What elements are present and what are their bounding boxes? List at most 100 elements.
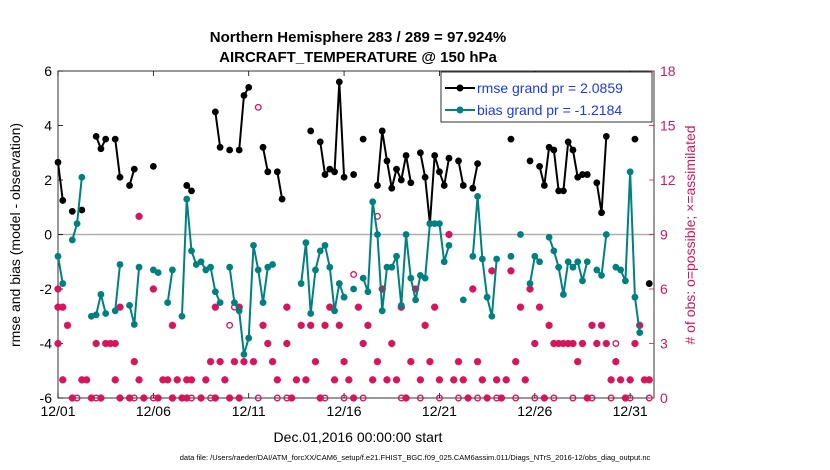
bias-line [180,198,222,317]
rmse-point [259,143,267,151]
obs-assimilated-stroke [269,358,276,366]
rmse-point [278,195,286,203]
obs-assimilated-stroke [250,358,257,366]
bias-point [154,269,162,277]
rmse-point [407,179,415,187]
bias-point [369,198,377,206]
obs-assimilated-marker [526,285,534,293]
obs-assimilated-marker [497,394,506,402]
rmse-point [188,187,195,195]
obs-assimilated-marker [383,376,391,384]
bias-point [621,277,629,285]
obs-assimilated-marker [364,321,372,329]
bias-point [135,263,143,271]
obs-assimilated-marker [92,339,100,348]
bias-point [250,242,257,249]
bias-point [531,252,539,260]
rmse-point [68,207,76,215]
obs-possible-marker [350,271,358,278]
obs-assimilated-stroke [402,394,410,402]
obs-assimilated-marker [230,358,239,366]
y-tick-label-left: -6 [40,390,53,406]
bias-point [393,252,400,260]
obs-assimilated-stroke [264,340,272,347]
bias-point [364,288,372,296]
obs-assimilated-stroke [617,376,624,384]
rmse-point [235,146,243,154]
bias-point [126,301,133,309]
bias-point [312,266,319,274]
obs-assimilated-stroke [54,340,62,347]
bias-point [383,263,391,271]
obs-assimilated-marker [531,339,539,348]
obs-assimilated-marker [259,321,267,329]
obs-assimilated-stroke [359,340,367,347]
obs-assimilated-marker [302,376,310,384]
obs-assimilated-stroke [226,394,234,402]
bias-point [402,231,410,238]
y-tick-label-right: 3 [660,336,668,352]
bias-point [617,266,625,274]
obs-assimilated-marker [588,321,596,329]
obs-assimilated-stroke [92,340,100,347]
obs-assimilated-stroke [431,303,439,311]
obs-assimilated-marker [545,321,553,329]
rmse-line [114,139,121,178]
bias-point [507,252,515,260]
obs-assimilated-stroke [288,394,296,402]
rmse-point [507,135,515,143]
obs-assimilated-marker [173,376,181,384]
bias-point [326,263,334,271]
bias-point [545,233,553,241]
obs-assimilated-marker [125,394,134,402]
bias-point [488,312,496,320]
rmse-point [631,135,639,143]
obs-assimilated-stroke [364,321,372,329]
obs-assimilated-marker [645,376,653,384]
obs-assimilated-marker [288,394,296,402]
obs-assimilated-marker [602,339,610,348]
bias-point [412,296,419,304]
y-tick-label-left: -4 [40,336,53,352]
bias-point [583,258,591,266]
bias-point [407,274,415,282]
rmse-point [211,108,219,116]
rmse-point [459,182,467,189]
bias-point [526,280,534,287]
obs-assimilated-marker [183,394,191,402]
rmse-line [319,81,346,178]
rmse-point [383,157,391,165]
bias-point [440,258,448,266]
rmse-point [393,165,400,173]
obs-assimilated-marker [445,230,453,239]
bias-point [426,220,434,228]
obs-assimilated-stroke [154,394,162,402]
obs-assimilated-marker [483,394,491,402]
bias-line [114,264,121,311]
obs-possible-marker [455,394,462,402]
bias-point [226,263,234,271]
obs-assimilated-stroke [374,358,381,366]
rmse-point [59,197,67,204]
obs-assimilated-stroke [231,358,238,366]
obs-assimilated-marker [206,358,215,366]
obs-assimilated-marker [154,394,162,402]
obs-assimilated-stroke [445,231,453,238]
obs-possible-marker [531,394,539,402]
bias-point [469,252,477,260]
obs-assimilated-marker [583,394,591,402]
bias-point [421,274,429,282]
bias-point [598,271,605,279]
obs-assimilated-stroke [598,321,605,329]
obs-assimilated-stroke [316,394,324,402]
obs-assimilated-stroke [464,394,472,402]
rmse-point [116,173,124,181]
obs-assimilated-marker [68,394,76,402]
bias-point [593,266,601,274]
obs-assimilated-stroke [59,303,67,311]
x-tick-label: 12/21 [422,403,457,419]
obs-assimilated-marker [211,394,219,402]
obs-assimilated-stroke [197,394,205,402]
obs-assimilated-stroke [588,321,596,329]
obs-possible-marker [416,394,424,402]
